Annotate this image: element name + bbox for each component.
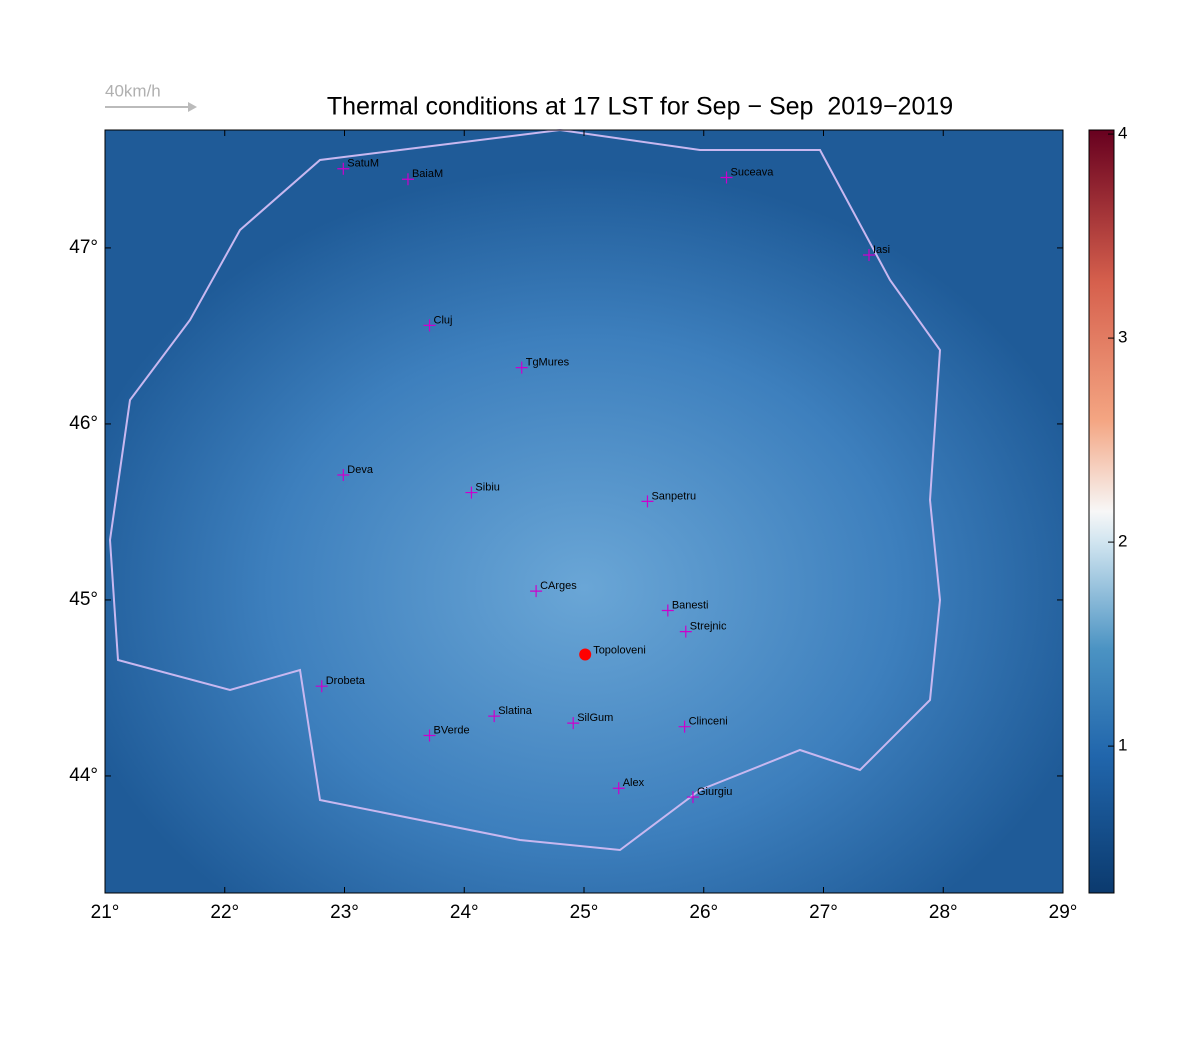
city-label: Suceava (731, 166, 775, 178)
city-label: BaiaM (412, 168, 443, 180)
map-area (104, 128, 1064, 894)
city-label: Strejnic (690, 621, 727, 633)
city-marker (641, 495, 654, 508)
city-label: Drobeta (326, 675, 366, 687)
y-tick-label: 45° (69, 589, 98, 610)
city-label: Cluj (434, 314, 453, 326)
city-label: Banesti (672, 599, 709, 611)
x-tick-label: 27° (809, 902, 838, 923)
highlight-point (579, 648, 592, 661)
wind-legend-label: 40km/h (105, 81, 161, 100)
x-tick-label: 23° (330, 902, 359, 923)
city-label: SatuM (347, 158, 379, 170)
city-label: BVerde (434, 724, 470, 736)
city-label: Deva (347, 464, 374, 476)
field-background (105, 130, 1063, 893)
x-tick-label: 25° (570, 902, 599, 923)
city-marker (515, 361, 528, 374)
colorbar (1088, 129, 1115, 894)
x-tick-label: 24° (450, 902, 479, 923)
city-marker (423, 729, 436, 742)
x-tick-label: 22° (210, 902, 239, 923)
highlight-label: Topoloveni (593, 644, 646, 656)
x-tick-label: 26° (689, 902, 718, 923)
wind-legend-arrowhead (188, 102, 197, 112)
colorbar-tick-label: 1 (1118, 736, 1127, 755)
city-label: Slatina (498, 705, 533, 717)
city-marker (567, 717, 580, 730)
country-border (108, 128, 942, 852)
y-tick-label: 44° (69, 765, 98, 786)
city-marker (686, 791, 699, 804)
city-label: Iasi (873, 244, 890, 256)
city-marker (315, 680, 328, 693)
colorbar-tick-label: 2 (1118, 532, 1127, 551)
city-marker (401, 173, 414, 186)
city-label: TgMures (526, 357, 570, 369)
city-label: Sibiu (475, 481, 499, 493)
city-marker (337, 468, 350, 481)
city-label: Clinceni (689, 716, 728, 728)
x-tick-label: 29° (1049, 902, 1078, 923)
city-marker (661, 604, 674, 617)
city-label: Sanpetru (651, 490, 696, 502)
city-marker (863, 248, 876, 261)
city-label: SilGum (577, 712, 613, 724)
city-label: Giurgiu (697, 786, 732, 798)
city-marker (678, 720, 691, 733)
city-marker (679, 625, 692, 638)
colorbar-tick-label: 3 (1118, 328, 1127, 347)
x-tick-label: 28° (929, 902, 958, 923)
city-label: Alex (623, 777, 645, 789)
city-marker (530, 585, 543, 598)
city-marker (612, 782, 625, 795)
x-tick-label: 21° (91, 902, 120, 923)
city-marker (720, 171, 733, 184)
colorbar-tick-label: 4 (1118, 124, 1127, 143)
city-marker (337, 162, 350, 175)
city-marker (488, 710, 501, 723)
city-marker (465, 486, 478, 499)
y-tick-label: 46° (69, 413, 98, 434)
y-tick-label: 47° (69, 237, 98, 258)
title: Thermal conditions at 17 LST for Sep − S… (327, 93, 953, 121)
city-label: CArges (540, 580, 577, 592)
city-marker (423, 319, 436, 332)
